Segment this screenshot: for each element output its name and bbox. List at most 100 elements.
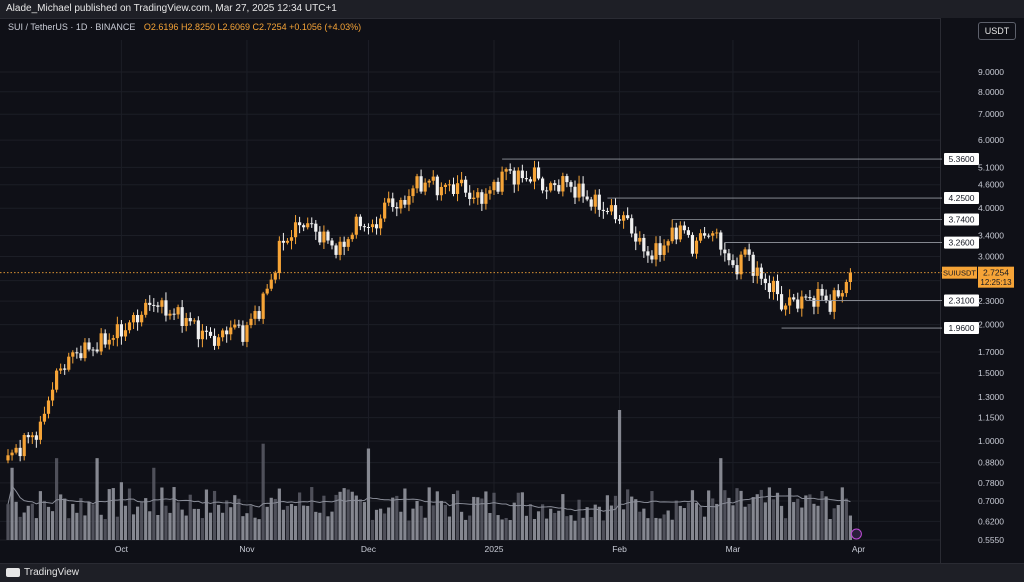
- candle-body: [119, 324, 123, 337]
- volume-bar: [38, 491, 42, 540]
- candle-body: [192, 320, 196, 322]
- candle-body: [719, 232, 723, 250]
- volume-bar: [707, 490, 711, 540]
- candle-body: [824, 295, 828, 301]
- candle-body: [358, 216, 362, 227]
- y-tick-label: 4.0000: [978, 203, 1004, 213]
- volume-bar: [662, 514, 666, 540]
- candle-body: [654, 243, 658, 260]
- candle-body: [682, 225, 686, 231]
- candle-body: [646, 251, 650, 256]
- candle-body: [46, 400, 51, 414]
- volume-bar: [192, 508, 196, 540]
- candle-body: [634, 233, 638, 242]
- volume-bar: [415, 500, 419, 540]
- volume-bar: [184, 515, 188, 540]
- candlestick-chart[interactable]: 5.3600 4.2500 3.7400 3.2600 2.3100 1.9600 9.0…: [0, 18, 1024, 563]
- candle-body: [536, 167, 541, 179]
- candle-body: [79, 353, 83, 359]
- candle-body: [407, 196, 411, 205]
- candle-body: [221, 330, 225, 338]
- volume-bar: [427, 487, 431, 540]
- candle-body: [245, 325, 249, 342]
- volume-bar: [204, 489, 209, 540]
- volume-bar: [735, 488, 739, 540]
- volume-bar: [245, 513, 249, 540]
- candle-body: [196, 320, 200, 340]
- volume-bar: [176, 502, 180, 540]
- volume-bar: [107, 489, 111, 540]
- candle-body: [500, 171, 504, 192]
- volume-bar: [144, 498, 148, 540]
- candle-body: [34, 435, 38, 440]
- volume-bar: [180, 509, 184, 540]
- last-price-countdown: 12:25:13: [980, 278, 1012, 287]
- tradingview-logo[interactable]: TradingView: [6, 567, 79, 578]
- volume-bar: [379, 508, 383, 540]
- volume-bar: [682, 508, 686, 540]
- candle-body: [686, 230, 690, 235]
- volume-bar: [743, 506, 747, 540]
- candle-body: [212, 335, 217, 346]
- candle-body: [75, 352, 79, 354]
- volume-bar: [75, 512, 79, 540]
- volume-bar: [654, 517, 658, 540]
- candle-body: [350, 234, 354, 240]
- volume-bar: [131, 514, 136, 540]
- volume-bar: [342, 488, 346, 540]
- candle-body: [771, 280, 776, 293]
- candle-body: [796, 299, 800, 309]
- candle-body: [91, 349, 95, 351]
- candle-body: [306, 223, 310, 228]
- candle-body: [435, 176, 439, 196]
- candle-body: [569, 182, 573, 187]
- candle-body: [419, 176, 423, 192]
- candle-body: [370, 224, 375, 228]
- candle-body: [593, 194, 597, 207]
- volume-bar: [536, 511, 541, 540]
- volume-bar: [10, 467, 14, 540]
- price-level-tag: [944, 213, 979, 226]
- candle-body: [427, 180, 431, 183]
- candle-body: [476, 192, 480, 198]
- legend-symbol[interactable]: SUI / TetherUS · 1D · BINANCE: [8, 22, 136, 32]
- candle-body: [233, 324, 237, 328]
- candle-body: [310, 223, 314, 225]
- candle-body: [743, 249, 747, 255]
- price-level-tag: [944, 322, 979, 335]
- volume-bar: [310, 487, 314, 540]
- candle-body: [779, 294, 784, 310]
- volume-bar: [476, 497, 480, 540]
- price-level-label: 3.7400: [949, 215, 975, 225]
- candle-body: [42, 413, 47, 422]
- volume-bar: [727, 497, 731, 540]
- volume-bar: [46, 506, 51, 540]
- volume-bar: [6, 504, 10, 540]
- price-axis[interactable]: [940, 18, 1024, 563]
- volume-bar: [302, 505, 306, 540]
- volume-bar: [808, 494, 812, 540]
- volume-bar: [257, 519, 261, 540]
- volume-bar: [334, 494, 338, 540]
- volume-bar: [496, 515, 500, 540]
- volume-bar: [557, 510, 561, 540]
- y-tick-label: 1.0000: [978, 436, 1004, 446]
- candle-body: [362, 226, 366, 228]
- volume-bar: [719, 458, 723, 540]
- volume-bar: [298, 492, 302, 540]
- volume-bar: [585, 507, 589, 540]
- candle-body: [374, 224, 379, 229]
- volume-bar: [686, 502, 690, 540]
- candle-body: [180, 307, 184, 326]
- x-tick-label: Mar: [726, 544, 741, 554]
- candle-body: [484, 193, 488, 204]
- volume-bar: [14, 501, 18, 540]
- candle-body: [253, 311, 257, 319]
- currency-button[interactable]: USDT: [978, 22, 1016, 40]
- candle-body: [50, 389, 55, 401]
- volume-bar: [326, 516, 330, 540]
- volume-bar: [690, 490, 695, 540]
- volume-bar: [22, 512, 26, 540]
- volume-bar: [784, 518, 788, 540]
- volume-bar: [775, 492, 780, 540]
